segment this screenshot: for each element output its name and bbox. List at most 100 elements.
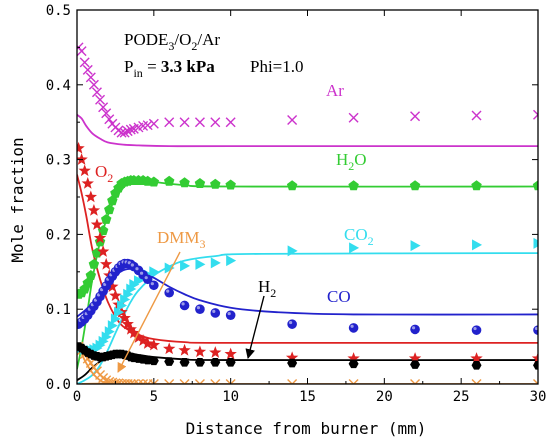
- label-co2: CO2: [344, 225, 374, 248]
- point-co-17-highlight: [127, 261, 131, 265]
- point-o2-28: [285, 351, 299, 364]
- point-dmm3-27: [225, 379, 236, 384]
- label-dmm3: DMM3: [157, 228, 206, 251]
- point-dmm3-23: [164, 379, 175, 384]
- point-co2-8: [98, 335, 109, 347]
- label-ar: Ar: [326, 81, 344, 100]
- point-o2-29: [347, 352, 360, 364]
- point-co2-10: [104, 326, 115, 338]
- point-co-31: [471, 325, 482, 335]
- point-h2o-23: [163, 175, 175, 186]
- y-tick-label-0: 0.0: [46, 377, 71, 393]
- point-h2-24: [179, 357, 190, 367]
- point-co2-11: [107, 320, 118, 332]
- point-o2-7: [93, 231, 107, 244]
- condition-box: PODE3/O2/Ar Pin = 3.3 kPa Phi=1.0: [124, 30, 304, 80]
- point-dmm3-29: [348, 379, 359, 384]
- point-ar-25: [194, 117, 205, 128]
- point-dmm3-19: [133, 379, 144, 384]
- axes-layer: 0 5 10 15 20 25 30 0.0 0.1 0.2 0.3 0.4 0.5: [46, 3, 547, 405]
- h2-pointer: [245, 295, 265, 359]
- point-dmm3-24: [179, 379, 190, 384]
- point-o2-27: [224, 347, 237, 360]
- series-h2o-exp: [77, 175, 538, 299]
- point-h2o-10: [104, 204, 115, 215]
- point-ar-6: [91, 87, 102, 98]
- point-h2o-11: [107, 195, 118, 206]
- series-layer: [77, 42, 538, 384]
- point-co-26: [210, 308, 221, 318]
- point-o2-8: [96, 245, 110, 257]
- point-o2-24: [178, 343, 191, 356]
- point-h2-30: [410, 360, 421, 369]
- point-h2o-4: [85, 270, 97, 280]
- point-co-24: [179, 300, 190, 311]
- point-ar-5: [88, 79, 99, 90]
- point-co2-32: [533, 237, 538, 249]
- y-tick-label-3: 0.3: [46, 153, 71, 169]
- series-dmm3-model: [77, 346, 538, 384]
- point-o2-11: [106, 280, 119, 293]
- point-h2-26: [210, 357, 221, 367]
- y-tick-label-5: 0.5: [46, 3, 71, 19]
- point-co2-31: [472, 239, 483, 251]
- label-co: CO: [327, 287, 351, 306]
- point-ar-15: [119, 127, 130, 138]
- point-h2o-27: [225, 179, 236, 190]
- point-co-25: [195, 304, 205, 315]
- point-co-31-highlight: [473, 326, 477, 331]
- point-ar-29: [348, 112, 359, 123]
- label-o2: O2: [95, 162, 113, 185]
- label-layer: Ar H2O O2 CO2 DMM3 H2 CO: [95, 81, 374, 373]
- dmm3-pointer: [117, 251, 181, 373]
- point-h2-22: [148, 356, 159, 366]
- point-dmm3-20: [138, 379, 149, 384]
- x-tick-label-4: 20: [376, 389, 393, 405]
- point-ar-16: [122, 126, 133, 137]
- point-co-27: [225, 310, 236, 320]
- x-tick-label-1: 5: [150, 389, 158, 405]
- phi-label: Phi=1.0: [250, 57, 304, 76]
- point-o2-20: [136, 334, 150, 346]
- point-co2-15: [120, 293, 131, 305]
- pressure-label: Pin = 3.3 kPa: [124, 57, 215, 80]
- point-h2-31: [471, 360, 482, 370]
- point-co-29-highlight: [350, 324, 354, 328]
- point-h2o-30: [409, 180, 421, 191]
- point-h2-32: [533, 360, 538, 370]
- point-ar-2: [79, 57, 90, 68]
- point-o2-12: [109, 289, 122, 301]
- point-co2-12: [110, 313, 121, 325]
- y-axis-title: Mole fraction: [8, 137, 27, 262]
- x-tick-label-2: 10: [222, 389, 239, 405]
- point-dmm3-17: [125, 379, 136, 384]
- point-o2-1: [77, 153, 88, 165]
- point-h2-28: [287, 358, 298, 368]
- point-o2-2: [78, 164, 91, 177]
- point-co-24-highlight: [181, 302, 185, 306]
- x-axis-title: Distance from burner (mm): [186, 419, 427, 438]
- point-h2o-3: [82, 277, 93, 288]
- point-o2-32: [531, 352, 538, 364]
- point-h2o-32: [532, 180, 538, 191]
- point-dmm3-9: [101, 375, 112, 384]
- point-co-29: [348, 323, 359, 333]
- point-ar-9: [101, 108, 112, 119]
- point-ar-22: [148, 118, 159, 129]
- point-ar-23: [164, 117, 175, 128]
- point-co2-14: [117, 299, 128, 311]
- point-ar-27: [225, 117, 236, 128]
- point-co-30: [410, 324, 420, 335]
- point-ar-3: [82, 64, 93, 75]
- y-tick-label-4: 0.4: [46, 78, 71, 94]
- x-tick-label-5: 25: [453, 389, 470, 405]
- point-h2-25: [194, 357, 205, 367]
- series-dmm3-exp: [77, 341, 538, 384]
- point-o2-6: [90, 218, 104, 230]
- x-tick-label-3: 15: [299, 389, 316, 405]
- point-dmm3-31: [471, 379, 482, 384]
- point-dmm3-22: [148, 379, 159, 384]
- point-co2-25: [195, 258, 206, 270]
- point-ar-30: [410, 111, 421, 122]
